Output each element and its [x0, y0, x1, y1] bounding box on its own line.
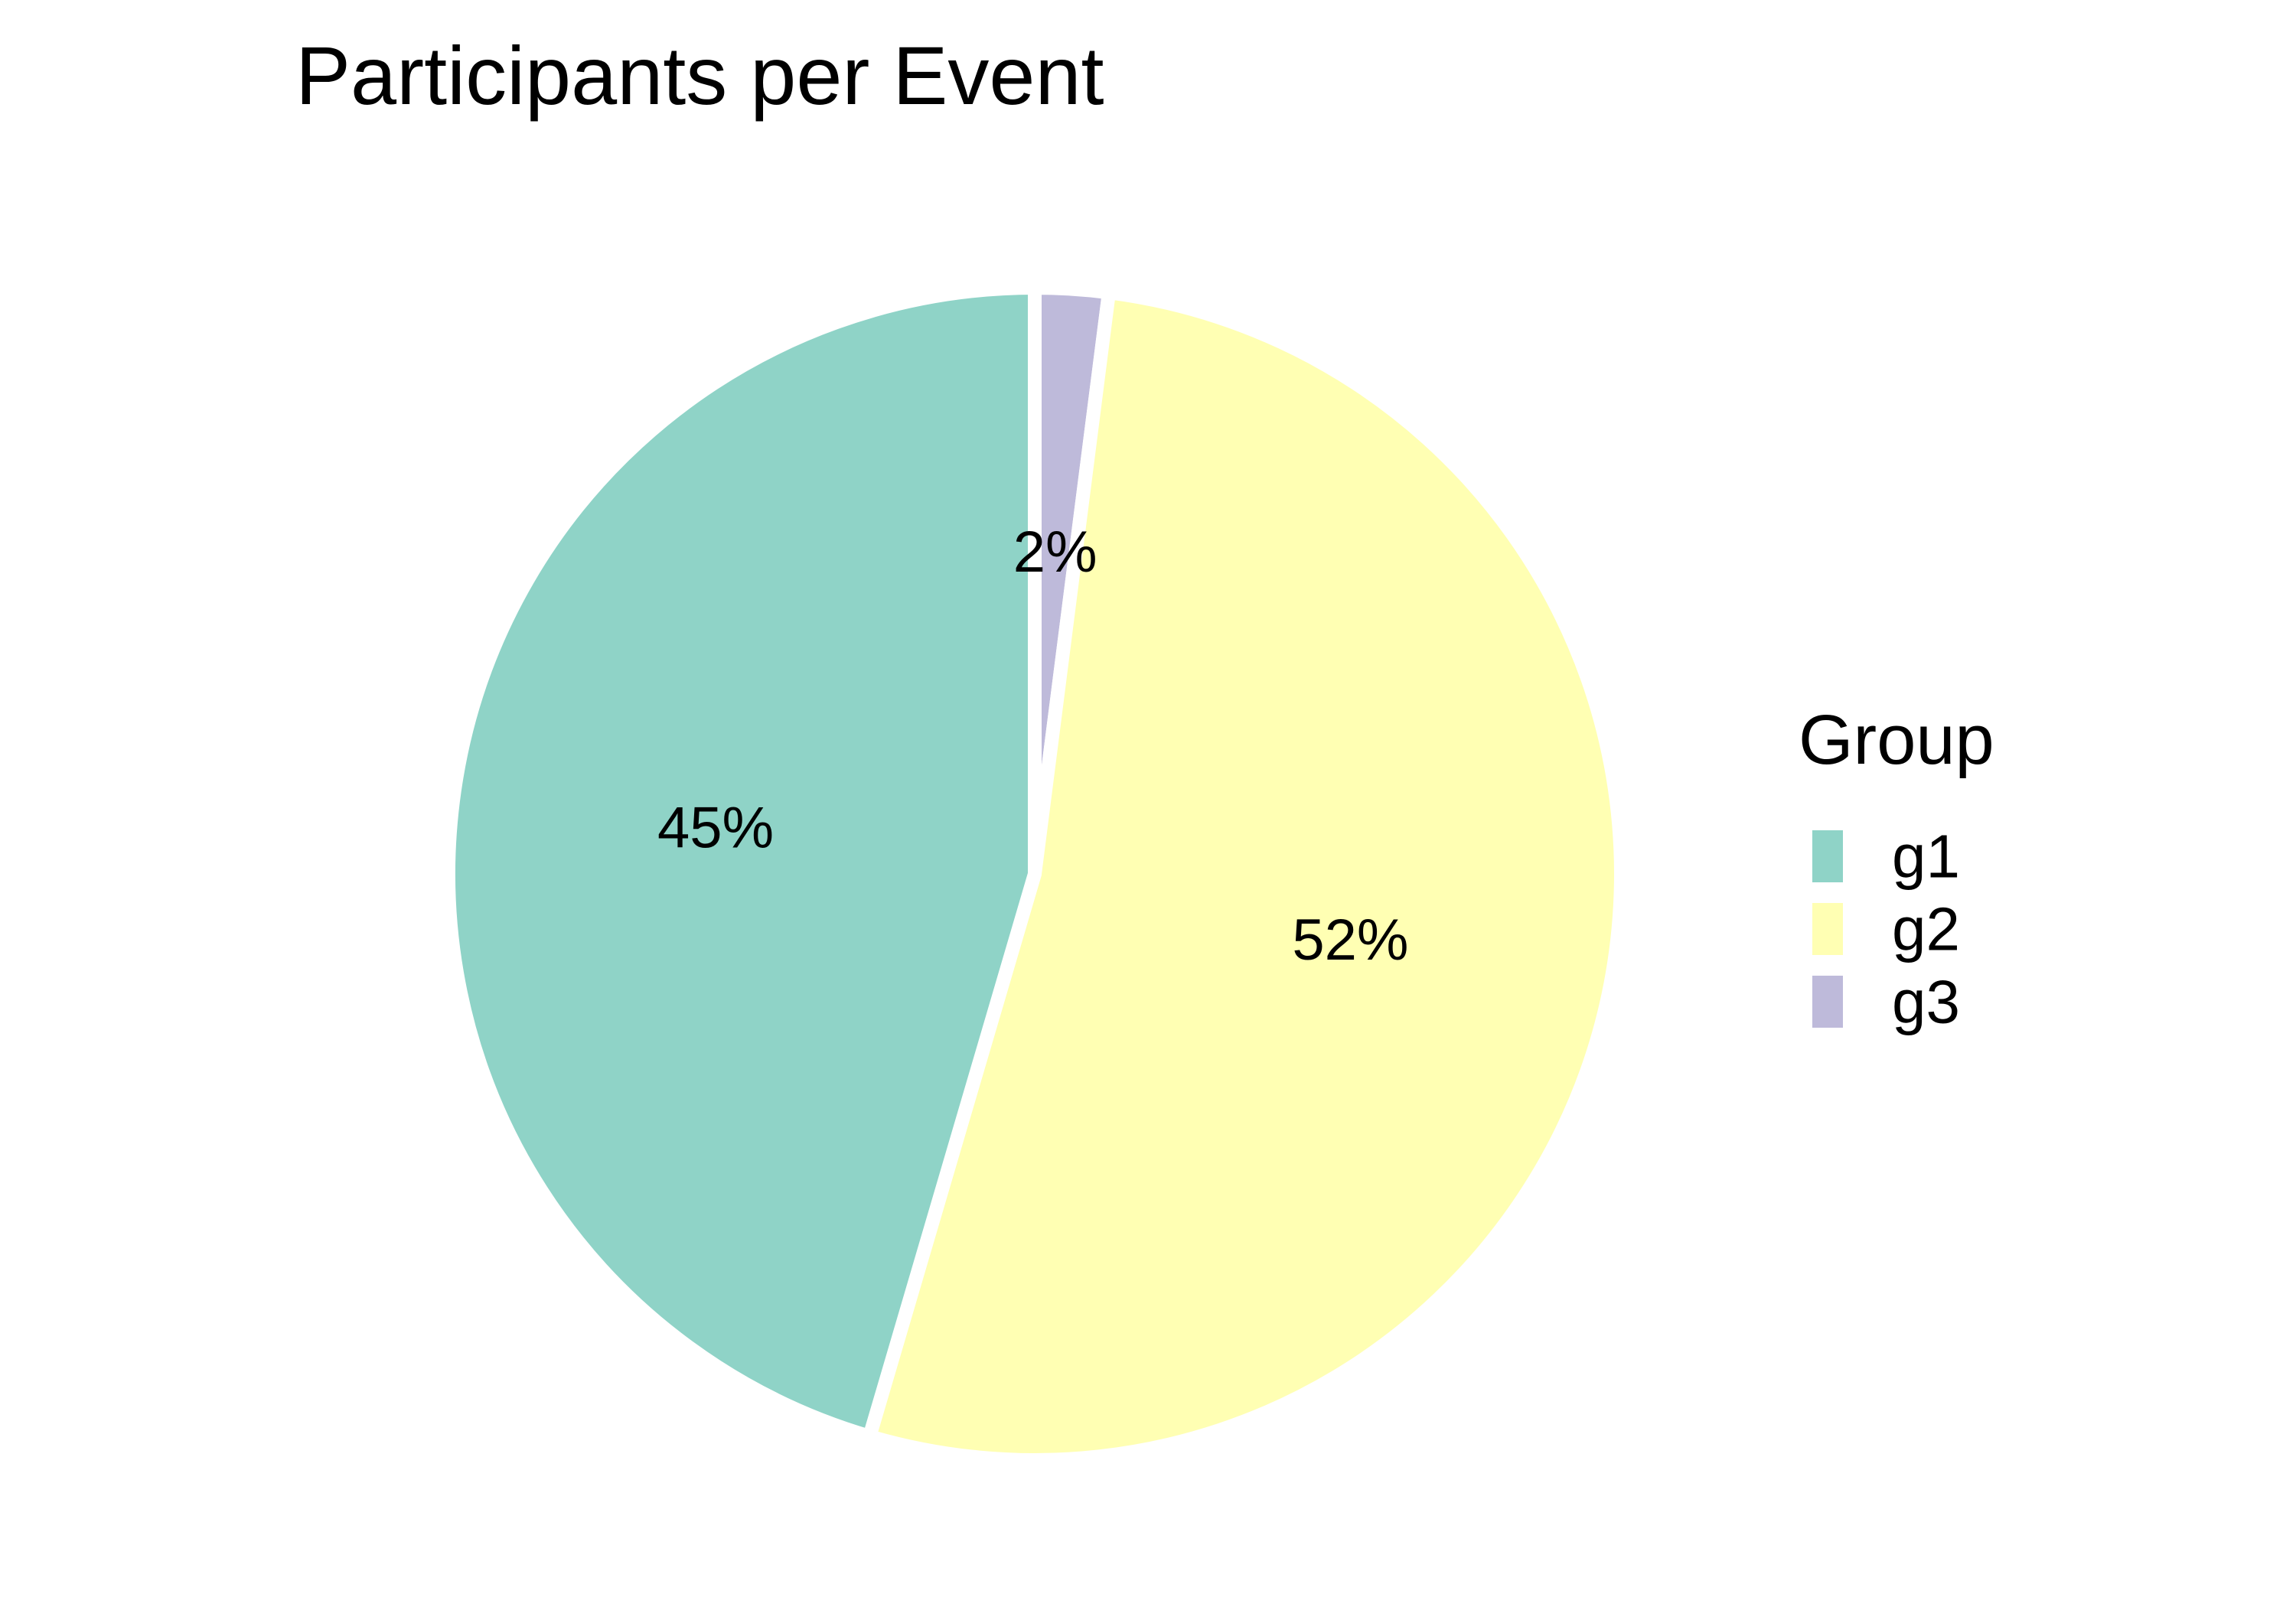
chart-title: Participants per Event [295, 29, 1104, 122]
slice-label-g2: 52% [1292, 908, 1408, 973]
slice-label-g1: 45% [657, 796, 774, 861]
pie-slice-labels: 2% 52% 45% [657, 520, 1409, 973]
legend-label-g2: g2 [1892, 895, 1960, 963]
legend-swatch-g1 [1812, 830, 1843, 882]
pie-slice-g2 [863, 285, 1628, 1467]
legend-swatch-g3 [1812, 976, 1843, 1028]
pie-slices [442, 281, 1628, 1467]
legend-title: Group [1799, 701, 1994, 779]
slice-label-g3: 2% [1013, 520, 1097, 585]
pie-slice-g1 [442, 281, 1042, 1443]
legend-swatch-g2 [1812, 903, 1843, 955]
legend-label-g3: g3 [1892, 968, 1960, 1036]
legend-label-g1: g1 [1892, 823, 1960, 891]
